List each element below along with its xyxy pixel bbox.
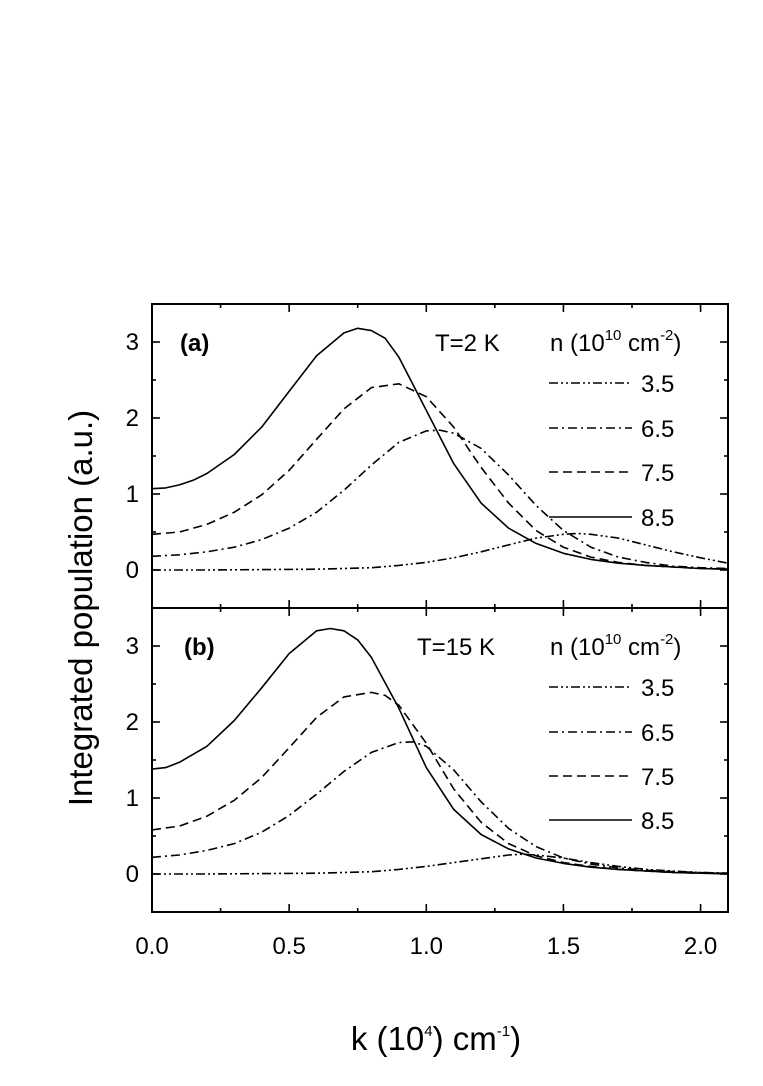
panel-a-y-tick-label: 2 (126, 405, 139, 432)
panel-b-legend-label-6-5: 6.5 (641, 720, 674, 747)
panel-b-y-tick-label: 2 (126, 709, 139, 736)
panel-b-legend: 3.5 6.5 7.5 8.5 (549, 675, 674, 835)
panel-b-legend-title-exp2: -2 (660, 631, 673, 648)
panel-a-y-tick-label: 1 (126, 481, 139, 508)
panel-b: (b) T=15 K n (1010 cm-2) 0 1 2 3 3.5 6.5 7.5 8… (126, 607, 729, 913)
panel-b-ticks: 0 1 2 3 (126, 607, 728, 913)
panel-b-legend-label-3-5: 3.5 (641, 675, 674, 702)
panel-b-y-tick-label: 0 (126, 861, 139, 888)
panel-b-y-tick-label: 3 (126, 633, 139, 660)
panel-b-legend-title-end: ) (673, 634, 681, 661)
panel-b-legend-title-mid: cm (621, 634, 660, 661)
x-tick-label: 1.0 (410, 933, 443, 960)
panel-a-legend-title-base: n (10 (550, 330, 605, 357)
panel-a-legend-title-mid: cm (621, 330, 660, 357)
x-axis-title-exp1: 4 (424, 1023, 432, 1040)
panel-a-ticks: 0 1 2 3 (126, 303, 728, 609)
panel-b-legend-label-8-5: 8.5 (641, 808, 674, 835)
panel-a-legend-title-end: ) (673, 330, 681, 357)
panel-a-series-3-5 (152, 532, 729, 571)
x-axis-title-mid: ) cm (433, 1020, 497, 1057)
panel-a-legend-label-6-5: 6.5 (641, 416, 674, 443)
panel-a-series (151, 327, 729, 571)
panel-a-legend-title-exp2: -2 (660, 327, 673, 344)
panel-a-legend-title-exp1: 10 (605, 327, 622, 344)
x-axis-title-end: ) (510, 1020, 521, 1057)
panel-b-series-7-5 (151, 691, 728, 875)
panel-a-legend-label-7-5: 7.5 (641, 460, 674, 487)
panel-b-legend-title: n (1010 cm-2) (550, 631, 681, 661)
y-axis-title: Integrated population (a.u.) (62, 410, 99, 806)
panel-b-y-tick-label: 1 (126, 785, 139, 812)
x-axis-title: k (104) cm-1) (351, 1020, 521, 1057)
panel-a-legend: 3.5 6.5 7.5 8.5 (549, 371, 674, 532)
x-tick-label: 1.5 (547, 933, 580, 960)
x-tick-label: 0.5 (272, 933, 305, 960)
panel-b-series-6-5 (151, 740, 729, 874)
panel-b-legend-title-exp1: 10 (605, 631, 622, 648)
x-axis-title-exp2: -1 (497, 1023, 510, 1040)
panel-b-series (151, 627, 729, 875)
x-tick-label: 2.0 (684, 933, 717, 960)
panel-a-series-8-5 (151, 327, 729, 570)
panel-a-temperature: T=2 K (435, 330, 500, 357)
x-axis-title-base: k (10 (351, 1020, 424, 1057)
x-tick-label: 0.0 (135, 933, 168, 960)
panel-b-legend-label-7-5: 7.5 (641, 764, 674, 791)
panel-b-temperature: T=15 K (417, 634, 495, 661)
panel-a-legend-title: n (1010 cm-2) (550, 327, 681, 357)
panel-a-y-tick-label: 0 (126, 557, 139, 584)
panel-a-label: (a) (180, 330, 209, 357)
panel-a-series-6-5 (151, 429, 729, 570)
panel-a: (a) T=2 K n (1010 cm-2) 0 1 2 3 3.5 6.5 7.5 8.… (126, 303, 729, 609)
panel-a-y-tick-label: 3 (126, 329, 139, 356)
x-tick-labels: 0.0 0.5 1.0 1.5 2.0 (135, 933, 717, 960)
panel-b-label: (b) (184, 634, 215, 661)
panel-a-legend-label-8-5: 8.5 (641, 505, 674, 532)
panel-b-legend-title-base: n (10 (550, 634, 605, 661)
panel-b-series-3-5 (152, 853, 729, 875)
panel-a-legend-label-3-5: 3.5 (641, 371, 674, 398)
panel-b-series-8-5 (151, 627, 729, 875)
